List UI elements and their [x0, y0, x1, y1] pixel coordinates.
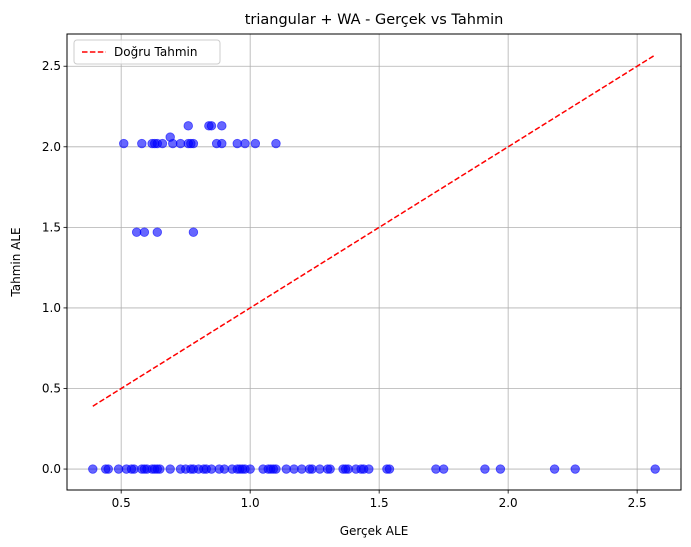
scatter-point — [315, 464, 325, 474]
scatter-point — [175, 138, 186, 149]
x-tick-label: 2.0 — [499, 496, 518, 510]
scatter-point — [183, 121, 193, 131]
scatter-point — [103, 464, 113, 474]
scatter-point — [271, 464, 281, 474]
scatter-point — [495, 464, 506, 474]
scatter-point — [217, 138, 227, 149]
scatter-point — [245, 464, 255, 474]
x-tick-label: 2.5 — [628, 496, 647, 510]
scatter-point — [281, 464, 291, 474]
scatter-point — [165, 464, 175, 474]
scatter-point — [119, 138, 129, 149]
data-marks — [88, 54, 660, 474]
scatter-point — [206, 464, 217, 474]
y-tick-label: 1.5 — [42, 220, 61, 234]
scatter-point — [113, 464, 124, 474]
scatter-point — [480, 464, 490, 474]
scatter-point — [364, 464, 374, 474]
scatter-point — [155, 464, 165, 474]
plot-frame — [66, 33, 682, 491]
scatter-point — [131, 227, 142, 237]
axis-ticks: 0.5 1.0 1.5 2.0 2.5 0.0 0.5 1.0 1.5 2.0 2.5 — [42, 59, 647, 510]
scatter-point — [219, 464, 230, 474]
y-tick-label: 1.0 — [42, 301, 61, 315]
y-tick-label: 0.5 — [42, 381, 61, 395]
scatter-point — [297, 464, 307, 474]
y-axis-title: Tahmin ALE — [9, 227, 23, 297]
scatter-point — [289, 464, 299, 474]
x-tick-label: 1.5 — [370, 496, 389, 510]
y-tick-label: 2.0 — [42, 140, 61, 154]
legend-box — [73, 39, 221, 65]
scatter-point — [188, 138, 199, 149]
legend-label: Doğru Tahmin — [114, 45, 197, 59]
legend: Doğru Tahmin — [73, 39, 221, 65]
scatter-point — [650, 464, 660, 474]
scatter-point — [217, 121, 227, 131]
scatter-point — [152, 227, 162, 237]
grid-lines — [67, 34, 681, 490]
scatter-point — [232, 138, 242, 149]
scatter-point — [139, 227, 150, 237]
scatter-point — [549, 464, 560, 474]
scatter-point — [129, 464, 139, 474]
y-tick-label: 0.0 — [42, 462, 61, 476]
scatter-point — [206, 121, 217, 131]
x-tick-label: 1.0 — [241, 496, 260, 510]
scatter-point — [384, 464, 395, 474]
scatter-point — [431, 464, 441, 474]
ideal-prediction-line — [92, 54, 656, 407]
scatter-point — [168, 138, 178, 149]
scatter-point — [240, 138, 250, 149]
scatter-point — [157, 138, 168, 149]
x-axis-title: Gerçek ALE — [340, 524, 409, 538]
scatter-point — [137, 138, 147, 149]
scatter-point — [343, 464, 353, 474]
scatter-point — [271, 138, 281, 149]
scatter-point — [325, 464, 335, 474]
y-tick-label: 2.5 — [42, 59, 61, 73]
x-tick-label: 0.5 — [112, 496, 131, 510]
scatter-point — [438, 464, 449, 474]
scatter-point — [307, 464, 317, 474]
chart-title: triangular + WA - Gerçek vs Tahmin — [245, 12, 504, 28]
scatter-point — [250, 138, 261, 149]
scatter-point — [188, 227, 199, 237]
scatter-point — [88, 464, 98, 474]
scatter-point — [570, 464, 580, 474]
